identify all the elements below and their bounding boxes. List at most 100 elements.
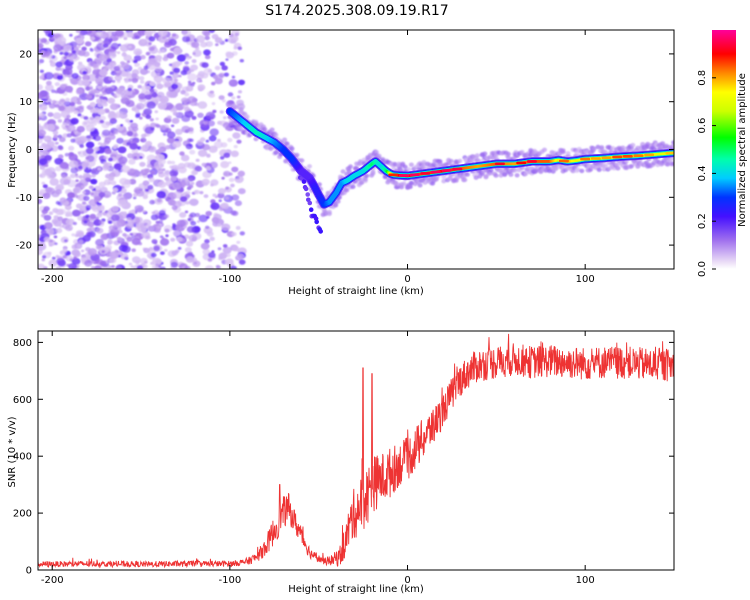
noise-blob — [219, 61, 226, 67]
noise-blob — [194, 165, 203, 172]
noise-blob — [142, 180, 150, 186]
ridge-halo-blob — [523, 171, 529, 177]
ridge-peak — [452, 167, 463, 171]
noise-blob — [120, 93, 128, 99]
noise-blob — [208, 30, 215, 33]
ridge-peak — [399, 174, 409, 177]
noise-blob — [137, 84, 142, 89]
noise-blob — [121, 181, 131, 189]
noise-blob — [177, 246, 182, 250]
ridge-halo-blob — [469, 158, 475, 163]
noise-blob — [180, 90, 186, 95]
noise-blob — [128, 158, 136, 165]
noise-blob — [106, 58, 112, 63]
ridge-halo-blob — [326, 211, 332, 216]
noise-blob — [140, 80, 145, 84]
snr-frame — [37, 330, 675, 571]
noise-blob — [172, 72, 179, 79]
noise-blob — [157, 30, 168, 37]
noise-blob — [127, 78, 132, 83]
ridge-halo-blob — [323, 210, 329, 215]
noise-blob — [59, 51, 64, 55]
noise-blob — [204, 265, 215, 269]
noise-blob — [90, 178, 98, 185]
noise-blob — [68, 263, 77, 269]
noise-blob — [117, 187, 121, 190]
noise-blob — [150, 252, 157, 258]
noise-blob — [156, 83, 164, 90]
noise-blob — [124, 79, 129, 84]
noise-blob — [89, 36, 96, 41]
noise-blob — [126, 141, 131, 146]
noise-blob — [105, 87, 114, 95]
noise-blob — [80, 249, 85, 253]
noise-blob — [209, 128, 219, 136]
noise-blob — [167, 115, 172, 120]
noise-blob — [209, 236, 215, 241]
noise-blob — [223, 172, 229, 176]
noise-blob — [95, 94, 99, 98]
noise-blob — [188, 184, 194, 189]
ridge-halo-blob — [362, 177, 368, 182]
noise-blob — [121, 165, 131, 173]
noise-blob — [117, 146, 127, 154]
noise-blob — [205, 111, 216, 120]
ridge-halo-blob — [615, 166, 621, 171]
noise-blob — [41, 258, 46, 262]
noise-blob — [184, 61, 189, 65]
noise-blob — [65, 219, 73, 226]
y-tick-label: 400 — [13, 452, 32, 463]
noise-blob — [207, 146, 211, 150]
y-tick-label: 0 — [26, 145, 32, 156]
noise-blob — [98, 220, 105, 225]
ridge-halo-blob — [233, 104, 239, 110]
noise-blob — [157, 102, 167, 110]
noise-blob — [155, 263, 159, 267]
noise-blob — [98, 181, 106, 188]
noise-blob — [83, 195, 90, 201]
noise-blob — [170, 81, 175, 84]
noise-blob — [193, 261, 197, 265]
noise-blob — [202, 248, 211, 255]
noise-blob — [154, 110, 159, 114]
ridge-halo-blob — [344, 188, 350, 193]
noise-blob — [217, 247, 222, 251]
ridge-halo-blob — [601, 167, 607, 172]
noise-blob — [75, 30, 81, 33]
noise-blob — [92, 147, 99, 152]
colorbar-tick-label: 0.0 — [697, 261, 708, 277]
noise-blob — [83, 116, 89, 120]
noise-blob — [236, 240, 241, 244]
noise-blob — [229, 80, 234, 84]
noise-blob — [68, 56, 74, 61]
noise-blob — [89, 116, 95, 121]
noise-blob — [217, 192, 225, 199]
noise-blob — [192, 81, 196, 85]
ridge-halo-blob — [519, 149, 525, 155]
noise-blob — [107, 134, 116, 140]
noise-blob — [123, 211, 127, 214]
noise-blob — [83, 220, 88, 224]
noise-blob — [133, 59, 138, 64]
noise-blob — [151, 30, 157, 34]
noise-blob — [232, 246, 240, 252]
noise-blob — [38, 158, 48, 166]
noise-blob — [43, 236, 51, 242]
noise-blob — [191, 115, 197, 120]
noise-blob — [170, 160, 176, 165]
noise-blob — [136, 265, 144, 269]
noise-blob — [150, 214, 159, 221]
noise-blob — [89, 86, 93, 90]
ridge-halo-blob — [361, 157, 367, 162]
noise-blob — [83, 172, 87, 176]
noise-blob — [103, 140, 110, 145]
noise-blob — [144, 90, 151, 96]
noise-blob — [89, 185, 94, 189]
noise-blob — [177, 178, 181, 182]
noise-blob — [170, 261, 178, 268]
noise-blob — [171, 250, 179, 256]
noise-blob — [143, 247, 151, 254]
noise-blob — [181, 125, 191, 133]
noise-blob — [102, 67, 108, 72]
noise-blob — [129, 143, 138, 150]
